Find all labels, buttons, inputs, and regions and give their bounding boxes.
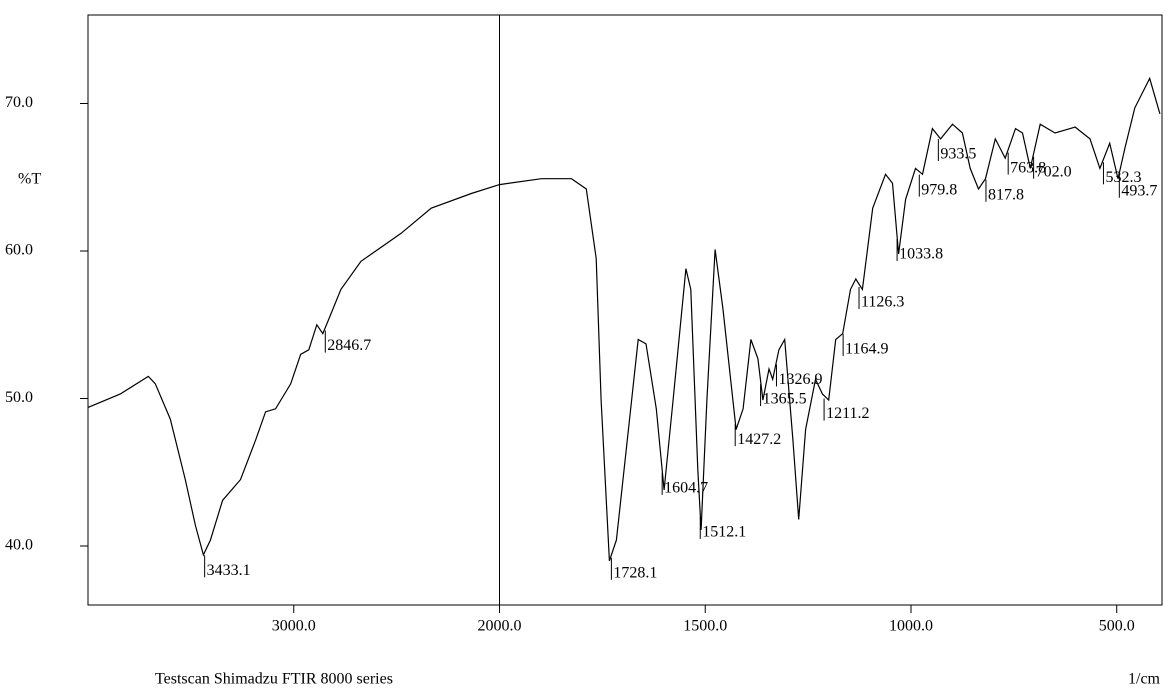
peak-label: 2846.7 xyxy=(327,337,371,354)
y-tick-label: 60.0 xyxy=(5,242,33,259)
peak-label: 1326.9 xyxy=(778,371,822,388)
spectrum-line xyxy=(87,76,1161,561)
peak-label: 1033.8 xyxy=(899,246,943,263)
y-tick-label: 70.0 xyxy=(5,94,33,111)
peak-label: 1427.2 xyxy=(737,431,781,448)
peak-label: 1211.2 xyxy=(826,405,869,422)
x-tick-label: 1500.0 xyxy=(683,618,727,635)
y-tick-label: 50.0 xyxy=(5,389,33,406)
x-tick-label: 2000.0 xyxy=(477,618,521,635)
peak-label: 1604.7 xyxy=(664,480,708,497)
x-tick-label: 500.0 xyxy=(1099,618,1135,635)
y-axis-label: %T xyxy=(18,171,41,188)
peak-label: 933.5 xyxy=(940,146,976,163)
footer: Testscan Shimadzu FTIR 8000 series xyxy=(155,671,393,688)
peak-label: 817.8 xyxy=(988,186,1024,203)
x-tick-label: 1000.0 xyxy=(889,618,933,635)
peak-label: 1512.1 xyxy=(702,524,746,541)
peak-label: 493.7 xyxy=(1121,182,1157,199)
peak-label: 702.0 xyxy=(1036,163,1072,180)
peak-label: 3433.1 xyxy=(207,562,251,579)
plot-frame xyxy=(87,14,1163,606)
peak-label: 1728.1 xyxy=(613,564,657,581)
peak-label: 979.8 xyxy=(921,181,957,198)
peak-label: 532.3 xyxy=(1105,169,1141,186)
y-tick-label: 40.0 xyxy=(5,537,33,554)
x-tick-label: 3000.0 xyxy=(272,618,316,635)
peak-label: 1164.9 xyxy=(845,341,888,358)
x-axis-label: 1/cm xyxy=(1128,671,1161,688)
peak-label: 1126.3 xyxy=(861,294,904,311)
peak-label: 1365.5 xyxy=(763,391,807,408)
peak-label: 763.8 xyxy=(1010,159,1046,176)
